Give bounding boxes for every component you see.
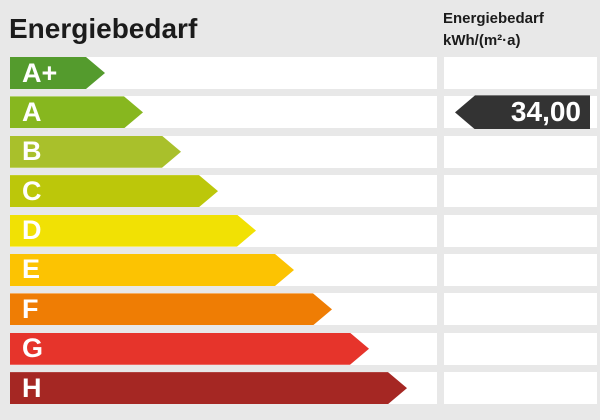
- page-title: Energiebedarf: [9, 13, 198, 44]
- value-marker-arrow: 34,00: [455, 95, 590, 130]
- value-column-header-line1: Energiebedarf: [443, 10, 544, 27]
- rating-row-f: F: [0, 293, 600, 326]
- value-column-band: [444, 372, 597, 405]
- rating-row-a-plus: A+: [0, 57, 600, 89]
- rating-label: G: [22, 333, 44, 364]
- rating-label: C: [22, 175, 42, 206]
- rating-label: A+: [22, 57, 58, 88]
- rating-row-b: B: [0, 135, 600, 168]
- rating-row-a: A: [0, 96, 600, 129]
- rating-arrow-a-plus: A+: [10, 57, 105, 89]
- value-column-band: [444, 332, 597, 365]
- value-column-band: [444, 214, 597, 247]
- rating-label: H: [22, 372, 42, 403]
- rating-label: F: [22, 293, 39, 324]
- rating-arrow-d: D: [10, 215, 256, 247]
- rating-arrow-f: F: [10, 293, 332, 325]
- value-column-band: [444, 175, 597, 208]
- rating-label: B: [22, 136, 42, 167]
- value-column-band: [444, 135, 597, 168]
- value-column-header: Energiebedarf kWh/(m²·a): [443, 8, 544, 52]
- rating-arrow-c: C: [10, 175, 218, 207]
- value-column-band: [444, 57, 597, 89]
- rating-row-e: E: [0, 253, 600, 286]
- rating-row-c: C: [0, 175, 600, 208]
- rating-arrow-e: E: [10, 254, 294, 286]
- rating-label: E: [22, 254, 41, 285]
- rating-row-g: G: [0, 332, 600, 365]
- value-marker-text: 34,00: [510, 96, 581, 128]
- rating-row-d: D: [0, 214, 600, 247]
- energy-rating-scale: A+ A B C D: [0, 57, 600, 405]
- rating-row-h: H: [0, 372, 600, 405]
- rating-arrow-g: G: [10, 333, 369, 365]
- rating-arrow-b: B: [10, 136, 181, 168]
- value-column-band: [444, 293, 597, 326]
- value-column-band: [444, 253, 597, 286]
- value-column-header-line2: kWh/(m²·a): [443, 32, 521, 49]
- rating-arrow-a: A: [10, 96, 143, 128]
- rating-label: D: [22, 215, 42, 246]
- rating-label: A: [22, 96, 42, 127]
- rating-arrow-h: H: [10, 372, 407, 404]
